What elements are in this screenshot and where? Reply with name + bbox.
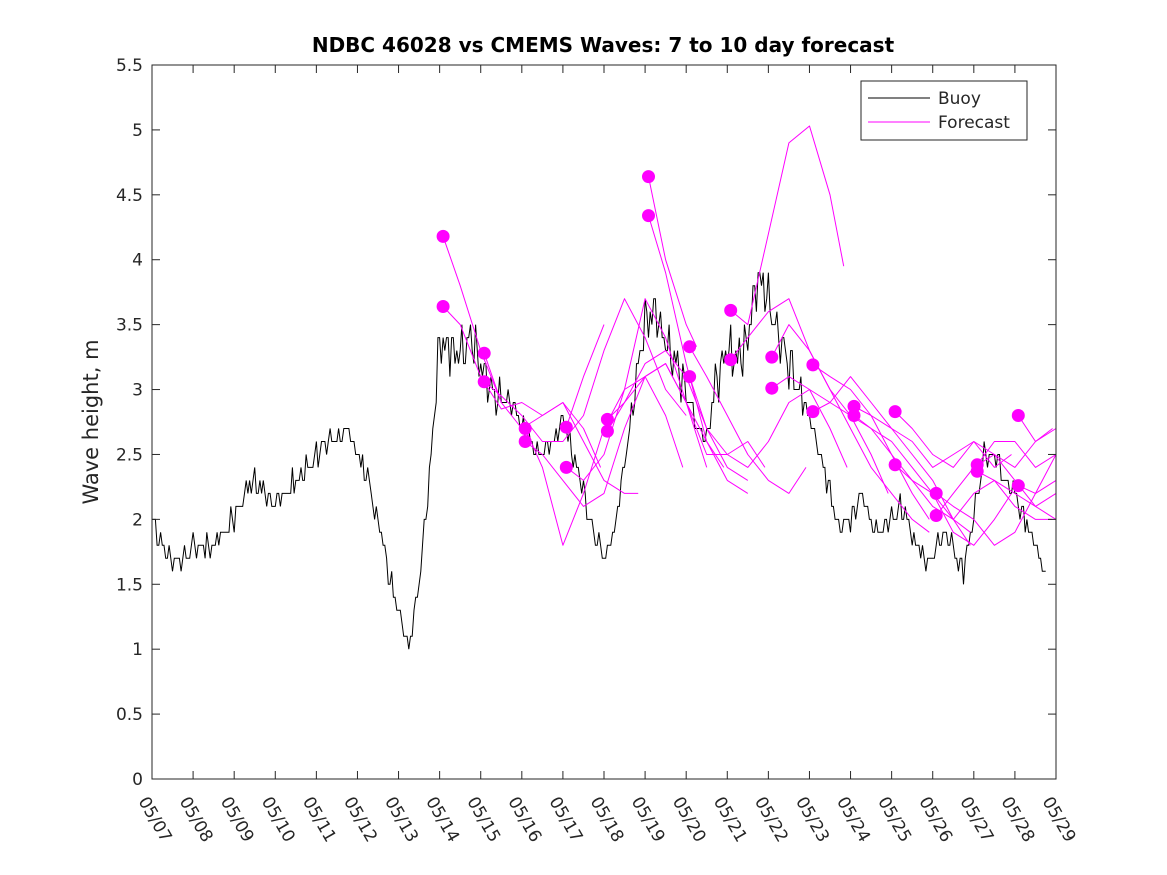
forecast-start-marker-16 [724, 353, 738, 367]
forecast-line-14 [689, 376, 848, 468]
forecast-line-15 [730, 125, 845, 326]
forecast-start-marker-10 [600, 424, 614, 438]
forecast-line-1 [442, 236, 502, 403]
forecast-start-marker-5 [518, 422, 532, 435]
forecast-start-marker-9 [600, 412, 614, 426]
forecast-line-27 [976, 441, 1057, 468]
buoy-series-layer [152, 272, 1046, 650]
forecast-start-marker-19 [806, 358, 820, 372]
forecast-start-marker-25 [929, 486, 943, 500]
y-tick-label: 5 [132, 121, 143, 141]
forecast-start-marker-23 [888, 405, 902, 419]
legend: Buoy Forecast [860, 80, 1028, 141]
forecast-line-28 [976, 470, 1057, 520]
legend-forecast-label: Forecast [938, 113, 1010, 133]
legend-box [860, 80, 1028, 141]
forecast-line-9 [607, 350, 749, 481]
legend-buoy-label: Buoy [938, 89, 981, 109]
y-tick-label: 2.5 [116, 445, 143, 465]
y-tick-label: 1 [132, 640, 143, 660]
y-tick-label: 1.5 [116, 575, 143, 595]
forecast-start-marker-2 [436, 300, 450, 313]
forecast-start-marker-12 [642, 209, 655, 223]
y-tick-label: 3.5 [116, 316, 143, 336]
forecast-start-marker-15 [724, 303, 738, 317]
forecast-start-marker-30 [1011, 479, 1025, 493]
forecast-start-marker-24 [888, 458, 902, 472]
forecast-start-marker-14 [683, 370, 697, 384]
forecast-start-marker-7 [559, 420, 573, 434]
y-tick-label: 3 [132, 381, 143, 401]
forecast-line-11 [648, 176, 697, 347]
forecast-start-marker-29 [1011, 409, 1025, 422]
y-axis-label: Wave height, m [79, 339, 103, 504]
forecast-line-29 [1017, 415, 1057, 442]
forecast-line-2 [442, 306, 602, 468]
forecast-line-12 [648, 215, 749, 494]
y-tick-label: 4 [132, 251, 143, 271]
forecast-line-13 [689, 346, 807, 494]
forecast-line-23 [894, 411, 1053, 468]
forecast-start-marker-13 [683, 340, 697, 354]
y-tick-label: 2 [132, 510, 143, 530]
forecast-start-marker-1 [436, 229, 450, 243]
forecast-line-24 [894, 464, 1053, 520]
forecast-start-marker-8 [559, 460, 573, 474]
forecast-start-marker-20 [806, 405, 820, 419]
forecast-start-marker-17 [765, 350, 779, 364]
forecast-line-10 [606, 363, 766, 468]
forecast-start-markers [436, 170, 1025, 522]
forecast-start-marker-28 [970, 464, 984, 478]
forecast-start-marker-11 [642, 170, 655, 184]
buoy-line [152, 272, 1046, 650]
forecast-line-3 [483, 353, 639, 494]
forecast-start-marker-18 [765, 381, 779, 395]
chart-title: NDBC 46028 vs CMEMS Waves: 7 to 10 day f… [312, 33, 895, 57]
forecast-start-marker-6 [518, 435, 532, 448]
forecast-start-marker-3 [477, 346, 491, 360]
y-tick-label: 5.5 [116, 56, 143, 76]
forecast-line-19 [812, 364, 971, 533]
forecast-start-marker-22 [847, 409, 861, 422]
y-axis: 0 0.5 1 1.5 2 2.5 3 3.5 4 4.5 5 5.5 [116, 56, 1056, 790]
y-tick-label: 4.5 [116, 186, 143, 206]
forecast-start-marker-26 [929, 509, 943, 522]
forecast-line-17 [771, 324, 930, 533]
forecast-start-marker-21 [847, 399, 861, 413]
forecast-line-4 [483, 298, 687, 442]
y-tick-label: 0.5 [116, 705, 143, 725]
forecast-start-marker-4 [477, 375, 491, 389]
forecast-line-7 [565, 324, 605, 428]
forecast-line-8 [565, 298, 725, 481]
y-tick-label: 0 [132, 770, 143, 790]
